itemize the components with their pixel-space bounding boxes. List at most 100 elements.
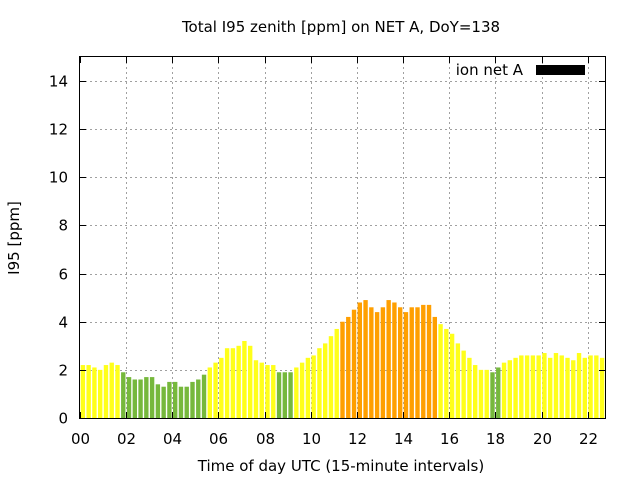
x-tick-label: 20	[533, 430, 552, 448]
y-tick-label: 12	[49, 121, 68, 139]
chart-title: Total I95 zenith [ppm] on NET A, DoY=138	[181, 18, 500, 36]
x-axis-label: Time of day UTC (15-minute intervals)	[197, 457, 484, 475]
bar	[201, 374, 207, 418]
bar	[340, 321, 345, 418]
bar	[98, 369, 103, 418]
legend: ion net A	[456, 61, 585, 79]
y-tick-label: 14	[49, 73, 68, 91]
bar	[109, 362, 114, 418]
bar	[588, 355, 593, 418]
bar	[155, 384, 161, 418]
bars-group	[80, 300, 605, 418]
bar	[369, 307, 374, 418]
bar	[374, 312, 380, 418]
bar	[317, 348, 322, 418]
bar	[576, 353, 582, 418]
bar	[403, 312, 409, 418]
plot-frame	[79, 56, 606, 419]
bar	[449, 333, 455, 418]
bar	[178, 386, 184, 418]
legend-swatch	[536, 65, 585, 75]
y-tick-label: 6	[58, 266, 68, 284]
axis-ticks	[80, 57, 605, 419]
bar	[282, 372, 287, 418]
bar	[299, 362, 305, 418]
bar	[121, 372, 126, 418]
x-tick-label: 16	[440, 430, 459, 448]
bar	[271, 365, 276, 418]
bar	[363, 300, 368, 418]
bar	[421, 304, 426, 418]
bar	[276, 372, 282, 418]
bar	[484, 369, 489, 418]
bar	[530, 355, 536, 418]
x-tick-label: 12	[348, 430, 367, 448]
bar	[230, 348, 236, 418]
x-tick-label: 04	[163, 430, 182, 448]
x-tick-label: 10	[302, 430, 321, 448]
bar	[559, 355, 564, 418]
bar	[490, 372, 495, 418]
bar	[582, 357, 587, 418]
x-tick-label: 02	[117, 430, 136, 448]
bar	[507, 360, 512, 418]
bar	[536, 355, 541, 418]
x-tick-label: 08	[256, 430, 275, 448]
y-tick-label: 2	[58, 362, 68, 380]
x-tick-label: 00	[71, 430, 90, 448]
bar	[219, 357, 224, 418]
x-tick-label: 22	[579, 430, 598, 448]
bar	[149, 377, 155, 418]
bar	[294, 367, 299, 418]
bar	[409, 307, 414, 418]
bar	[86, 365, 91, 418]
bar	[92, 367, 97, 418]
bar	[248, 345, 253, 418]
bar	[224, 348, 230, 418]
bar	[501, 362, 507, 418]
bar	[173, 381, 178, 418]
y-tick-label: 8	[58, 217, 68, 235]
bar	[311, 355, 316, 418]
bar	[346, 316, 351, 418]
bar	[357, 302, 362, 418]
bar	[524, 355, 530, 418]
bar	[519, 355, 524, 418]
bar	[553, 353, 559, 418]
bar	[144, 377, 149, 418]
bar	[392, 302, 397, 418]
bar	[571, 360, 576, 418]
bar	[438, 324, 443, 418]
bar	[207, 367, 212, 418]
bar	[265, 365, 270, 418]
bar	[236, 345, 241, 418]
bar	[138, 379, 143, 418]
bar	[242, 340, 247, 418]
bar	[253, 360, 259, 418]
bar	[328, 336, 334, 418]
bar	[167, 381, 172, 418]
bar	[115, 365, 120, 418]
bar	[496, 367, 501, 418]
bar	[513, 357, 518, 418]
bar	[398, 307, 403, 418]
bar	[213, 362, 218, 418]
bar	[161, 386, 166, 418]
bar	[444, 328, 449, 418]
bar	[196, 379, 201, 418]
bar	[386, 300, 391, 418]
bar	[473, 365, 478, 418]
bar	[351, 309, 357, 418]
bar	[184, 386, 189, 418]
y-tick-label: 0	[58, 410, 68, 428]
bar	[305, 357, 311, 418]
x-tick-label: 06	[209, 430, 228, 448]
bar	[190, 381, 195, 418]
bar	[548, 357, 553, 418]
x-tick-label: 14	[394, 430, 413, 448]
bar	[132, 379, 137, 418]
bar	[478, 369, 484, 418]
bar	[594, 355, 599, 418]
